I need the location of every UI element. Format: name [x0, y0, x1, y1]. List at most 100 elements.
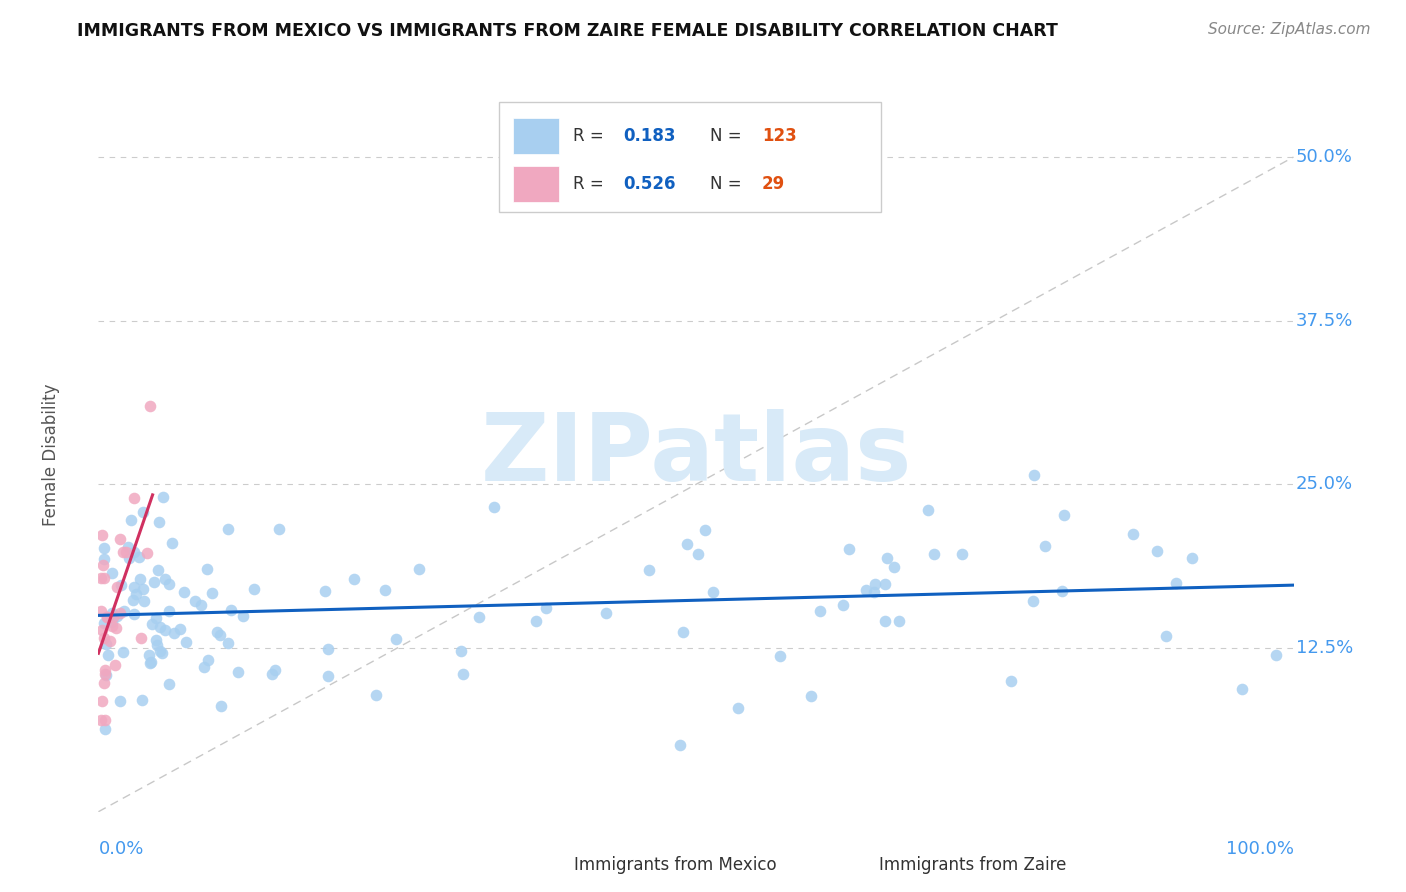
Point: [243, 582, 266, 596]
Point: [1181, 551, 1204, 566]
Point: [1035, 539, 1057, 553]
Point: [93, 552, 115, 566]
Point: [1156, 629, 1178, 643]
Point: [157, 576, 180, 591]
Point: [887, 615, 910, 629]
Text: N =: N =: [710, 127, 747, 145]
Text: 123: 123: [762, 127, 796, 145]
Point: [125, 587, 148, 601]
Point: [110, 694, 132, 708]
Point: [183, 593, 205, 607]
Point: [90, 603, 112, 617]
Point: [201, 586, 224, 600]
Point: [93, 541, 115, 555]
Point: [595, 606, 617, 620]
Point: [727, 700, 749, 714]
Point: [101, 606, 124, 620]
Point: [101, 619, 124, 633]
Point: [263, 664, 285, 678]
Point: [138, 657, 160, 671]
Text: Source: ZipAtlas.com: Source: ZipAtlas.com: [1208, 22, 1371, 37]
Point: [702, 585, 724, 599]
Point: [152, 490, 174, 504]
Point: [193, 660, 215, 674]
Point: [93, 666, 115, 681]
Point: [865, 577, 887, 591]
Point: [855, 582, 877, 597]
Point: [97, 648, 120, 662]
Point: [1024, 467, 1046, 482]
Point: [146, 562, 169, 576]
Point: [385, 632, 408, 646]
Point: [1050, 584, 1073, 599]
Point: [205, 625, 228, 640]
Point: [149, 644, 172, 658]
Point: [145, 611, 167, 625]
Bar: [513, 166, 558, 202]
Text: Immigrants from Mexico: Immigrants from Mexico: [574, 856, 776, 874]
Point: [534, 601, 557, 615]
Point: [122, 607, 145, 621]
Point: [917, 503, 939, 517]
Point: [208, 628, 231, 642]
Point: [374, 582, 396, 597]
Point: [90, 713, 112, 727]
Point: [693, 523, 716, 537]
Point: [343, 573, 366, 587]
Point: [316, 641, 339, 656]
Point: [875, 615, 897, 629]
Point: [838, 542, 860, 557]
FancyBboxPatch shape: [499, 102, 882, 212]
Point: [676, 536, 699, 550]
Point: [94, 668, 117, 682]
Point: [209, 698, 232, 713]
Point: [217, 636, 239, 650]
Point: [316, 668, 339, 682]
Text: 0.0%: 0.0%: [98, 840, 143, 858]
Point: [1166, 576, 1188, 591]
Point: [808, 604, 831, 618]
Point: [110, 578, 132, 592]
Text: 100.0%: 100.0%: [1226, 840, 1294, 858]
Point: [101, 615, 124, 629]
Point: [197, 653, 219, 667]
Point: [768, 649, 790, 664]
Point: [1265, 648, 1288, 662]
Bar: [517, 853, 564, 878]
Point: [482, 500, 505, 514]
Point: [94, 722, 117, 736]
Point: [232, 609, 254, 624]
Point: [174, 635, 197, 649]
Point: [142, 575, 165, 590]
Point: [134, 593, 156, 607]
Text: 50.0%: 50.0%: [1296, 148, 1353, 166]
Point: [468, 610, 491, 624]
Point: [173, 585, 195, 599]
Bar: [821, 853, 869, 878]
Point: [131, 692, 153, 706]
Point: [94, 713, 117, 727]
Point: [262, 666, 284, 681]
Point: [132, 582, 155, 596]
Point: [1000, 673, 1022, 688]
Point: [115, 545, 138, 559]
Point: [122, 491, 145, 506]
Point: [228, 665, 250, 680]
Text: R =: R =: [572, 127, 609, 145]
Text: 12.5%: 12.5%: [1296, 639, 1353, 657]
Point: [831, 598, 853, 612]
Point: [524, 614, 547, 628]
Point: [105, 621, 128, 635]
Point: [121, 593, 143, 607]
Point: [93, 570, 115, 584]
Point: [118, 551, 141, 566]
Point: [450, 643, 472, 657]
Point: [93, 631, 115, 645]
Point: [163, 625, 186, 640]
Point: [219, 603, 242, 617]
Point: [364, 689, 387, 703]
Point: [101, 566, 124, 581]
Point: [93, 676, 115, 690]
Point: [139, 399, 162, 413]
Point: [148, 620, 170, 634]
